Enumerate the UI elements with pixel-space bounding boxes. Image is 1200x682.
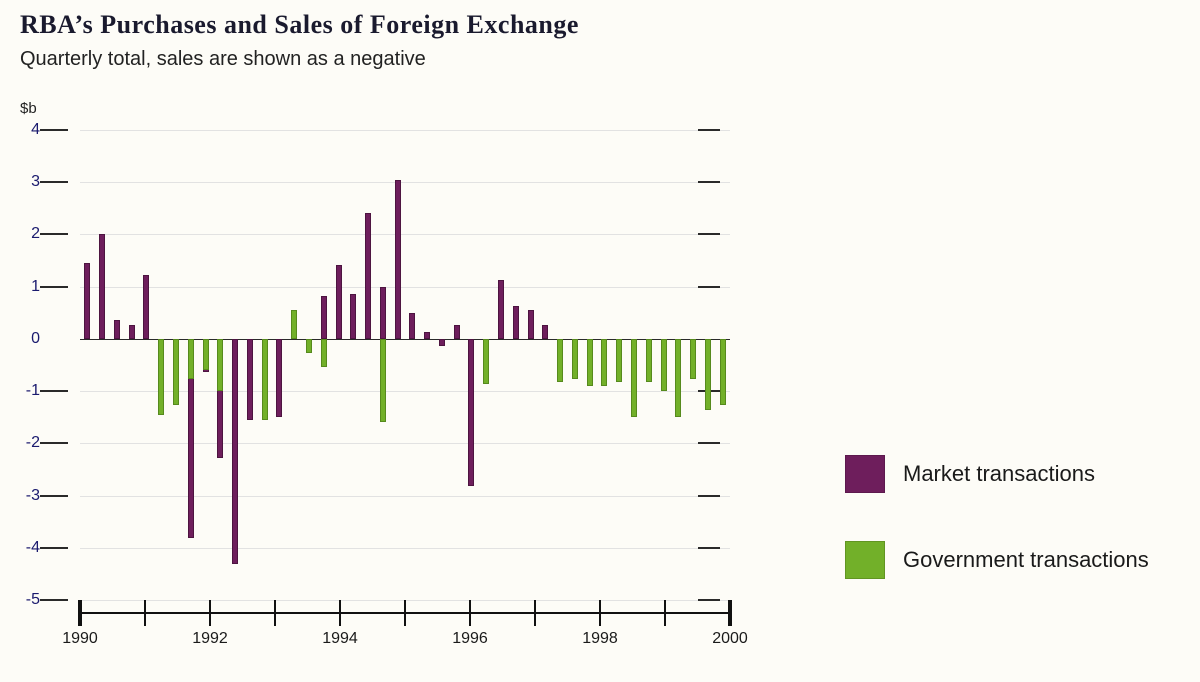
x-label-1994: 1994 <box>322 630 358 648</box>
chart-area: $b 4 3 2 1 0 -1 <box>20 100 780 590</box>
bar-market-10[interactable] <box>232 339 238 565</box>
tick-left-neg2 <box>40 442 68 444</box>
bar-government-12[interactable] <box>262 339 268 420</box>
legend: Market transactions Government transacti… <box>845 455 1165 627</box>
legend-label-government: Government transactions <box>903 547 1149 573</box>
bar-market-22[interactable] <box>409 313 415 339</box>
bar-market-28[interactable] <box>498 280 504 339</box>
x-tick-1996 <box>469 600 471 626</box>
bar-government-20[interactable] <box>380 339 386 422</box>
bar-market-19[interactable] <box>365 213 371 339</box>
bar-market-2[interactable] <box>114 320 120 339</box>
bar-market-23[interactable] <box>424 332 430 339</box>
bar-government-33[interactable] <box>572 339 578 379</box>
legend-label-market: Market transactions <box>903 461 1095 487</box>
bar-government-41[interactable] <box>690 339 696 379</box>
x-label-1992: 1992 <box>192 630 228 648</box>
bar-market-16[interactable] <box>321 296 327 339</box>
bar-market-3[interactable] <box>129 325 135 339</box>
plot-area: 4 3 2 1 0 -1 -2 -3 -4 -5 1990 1992 1994 199… <box>40 130 720 600</box>
ytick-2: 2 <box>14 225 40 243</box>
bar-government-38[interactable] <box>646 339 652 382</box>
tick-left-neg5 <box>40 599 68 601</box>
bar-government-32[interactable] <box>557 339 563 382</box>
ytick-neg4: -4 <box>14 539 40 557</box>
bar-market-30[interactable] <box>528 310 534 338</box>
market-color-swatch <box>845 455 885 493</box>
bar-government-5[interactable] <box>158 339 164 415</box>
x-label-2000: 2000 <box>712 630 748 648</box>
legend-item-government[interactable]: Government transactions <box>845 541 1165 579</box>
ytick-4: 4 <box>14 121 40 139</box>
x-label-1996: 1996 <box>452 630 488 648</box>
bar-government-16[interactable] <box>321 339 327 367</box>
tick-left-neg4 <box>40 547 68 549</box>
bar-market-21[interactable] <box>395 180 401 339</box>
tick-left-2 <box>40 233 68 235</box>
bars-container <box>80 130 730 600</box>
bar-government-7[interactable] <box>188 339 194 379</box>
bar-government-34[interactable] <box>587 339 593 386</box>
bar-market-29[interactable] <box>513 306 519 339</box>
bar-government-6[interactable] <box>173 339 179 405</box>
ytick-neg2: -2 <box>14 434 40 452</box>
x-label-1998: 1998 <box>582 630 618 648</box>
bar-government-40[interactable] <box>675 339 681 417</box>
bar-market-20[interactable] <box>380 287 386 339</box>
bar-market-0[interactable] <box>84 263 90 339</box>
x-axis: 1990 1992 1994 1996 1998 2000 <box>80 600 730 660</box>
bar-market-31[interactable] <box>542 325 548 339</box>
ytick-1: 1 <box>14 278 40 296</box>
bar-market-25[interactable] <box>454 325 460 339</box>
bar-market-11[interactable] <box>247 339 253 420</box>
x-label-1990: 1990 <box>62 630 98 648</box>
bar-government-43[interactable] <box>720 339 726 405</box>
chart-subtitle: Quarterly total, sales are shown as a ne… <box>20 48 426 71</box>
bar-government-27[interactable] <box>483 339 489 384</box>
bar-government-36[interactable] <box>616 339 622 382</box>
bar-market-18[interactable] <box>350 294 356 339</box>
bar-government-15[interactable] <box>306 339 312 353</box>
bar-market-26[interactable] <box>468 339 474 486</box>
bar-market-17[interactable] <box>336 265 342 339</box>
bar-market-24[interactable] <box>439 339 445 346</box>
x-tick-1993 <box>274 600 276 626</box>
x-tick-1990 <box>78 600 82 626</box>
chart-title: RBA’s Purchases and Sales of Foreign Exc… <box>20 10 579 40</box>
x-tick-1992 <box>209 600 211 626</box>
bar-government-35[interactable] <box>601 339 607 386</box>
bar-government-9[interactable] <box>217 339 223 391</box>
tick-left-1 <box>40 286 68 288</box>
bar-government-39[interactable] <box>661 339 667 391</box>
bar-government-8[interactable] <box>203 339 209 370</box>
bar-market-1[interactable] <box>99 234 105 338</box>
x-tick-1999 <box>664 600 666 626</box>
legend-item-market[interactable]: Market transactions <box>845 455 1165 493</box>
x-tick-1991 <box>144 600 146 626</box>
tick-left-neg3 <box>40 495 68 497</box>
x-tick-2000 <box>728 600 732 626</box>
ytick-neg3: -3 <box>14 487 40 505</box>
ytick-neg5: -5 <box>14 591 40 609</box>
x-tick-1994 <box>339 600 341 626</box>
x-tick-1998 <box>599 600 601 626</box>
ytick-3: 3 <box>14 173 40 191</box>
bar-market-4[interactable] <box>143 275 149 339</box>
y-axis-label: $b <box>20 100 37 117</box>
bar-government-14[interactable] <box>291 310 297 338</box>
tick-left-3 <box>40 181 68 183</box>
bar-government-42[interactable] <box>705 339 711 410</box>
tick-left-4 <box>40 129 68 131</box>
ytick-neg1: -1 <box>14 382 40 400</box>
x-tick-1997 <box>534 600 536 626</box>
ytick-0: 0 <box>14 330 40 348</box>
x-tick-1995 <box>404 600 406 626</box>
bar-government-37[interactable] <box>631 339 637 417</box>
bar-market-13[interactable] <box>276 339 282 417</box>
government-color-swatch <box>845 541 885 579</box>
tick-left-neg1 <box>40 390 68 392</box>
